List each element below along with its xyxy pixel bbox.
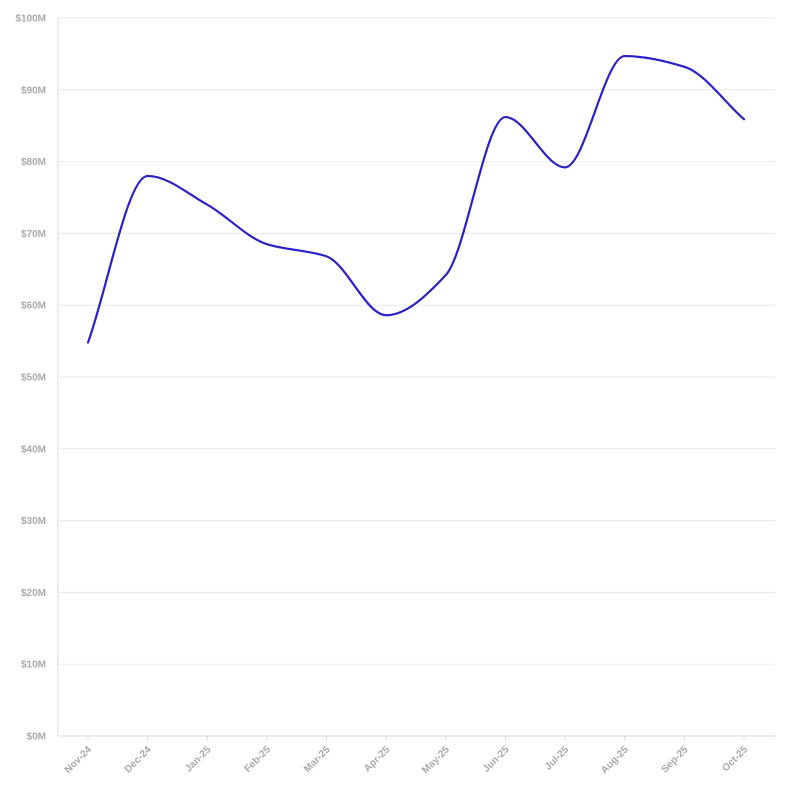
- data-point-Nov-24: [86, 341, 90, 345]
- x-tick-label: Nov-24: [63, 744, 95, 776]
- data-point-Apr-25: [384, 313, 388, 317]
- y-tick-label: $70M: [21, 229, 46, 240]
- y-tick-label: $50M: [21, 373, 46, 384]
- y-tick-label: $100M: [15, 14, 46, 25]
- y-tick-label: $60M: [21, 301, 46, 312]
- y-tick-label: $40M: [21, 444, 46, 455]
- data-point-Jun-25: [503, 115, 507, 119]
- y-axis-ticks: $0M $10M $20M $30M $40M $50M $60M $70M $80M $90M $…: [15, 14, 46, 743]
- y-tick-label: $90M: [21, 85, 46, 96]
- x-tick-label: Feb-25: [242, 744, 273, 775]
- data-point-Aug-25: [623, 54, 627, 58]
- x-tick-label: Jan-25: [183, 744, 213, 774]
- data-point-Mar-25: [325, 254, 329, 258]
- y-tick-label: $10M: [21, 660, 46, 671]
- y-tick-label: $30M: [21, 516, 46, 527]
- x-axis-ticks: Nov-24 Dec-24 Jan-25 Feb-25 Mar-25 Apr-25 May-…: [63, 736, 750, 776]
- gridlines: [58, 17, 775, 665]
- x-tick-label: May-25: [420, 744, 452, 776]
- data-point-Sep-25: [682, 65, 686, 69]
- data-point-Jul-25: [563, 165, 567, 169]
- x-tick-label: Oct-25: [720, 744, 750, 774]
- data-point-May-25: [444, 273, 448, 277]
- x-tick-label: Mar-25: [302, 744, 333, 775]
- x-tick-label: Dec-24: [123, 744, 154, 775]
- series-layer: [86, 54, 746, 344]
- x-tick-label: Sep-25: [660, 744, 691, 775]
- x-tick-label: Aug-25: [599, 744, 631, 776]
- y-tick-label: $80M: [21, 157, 46, 168]
- data-point-Jan-25: [205, 203, 209, 207]
- x-tick-label: Jul-25: [543, 744, 572, 773]
- data-point-Feb-25: [265, 242, 269, 246]
- y-tick-label: $0M: [27, 732, 46, 743]
- x-tick-label: Jun-25: [481, 744, 512, 775]
- x-tick-label: Apr-25: [362, 744, 392, 774]
- y-tick-label: $20M: [21, 588, 46, 599]
- axes: [57, 18, 775, 737]
- data-point-Dec-24: [146, 174, 150, 178]
- data-point-Oct-25: [742, 117, 746, 121]
- series-line-0: [86, 54, 746, 344]
